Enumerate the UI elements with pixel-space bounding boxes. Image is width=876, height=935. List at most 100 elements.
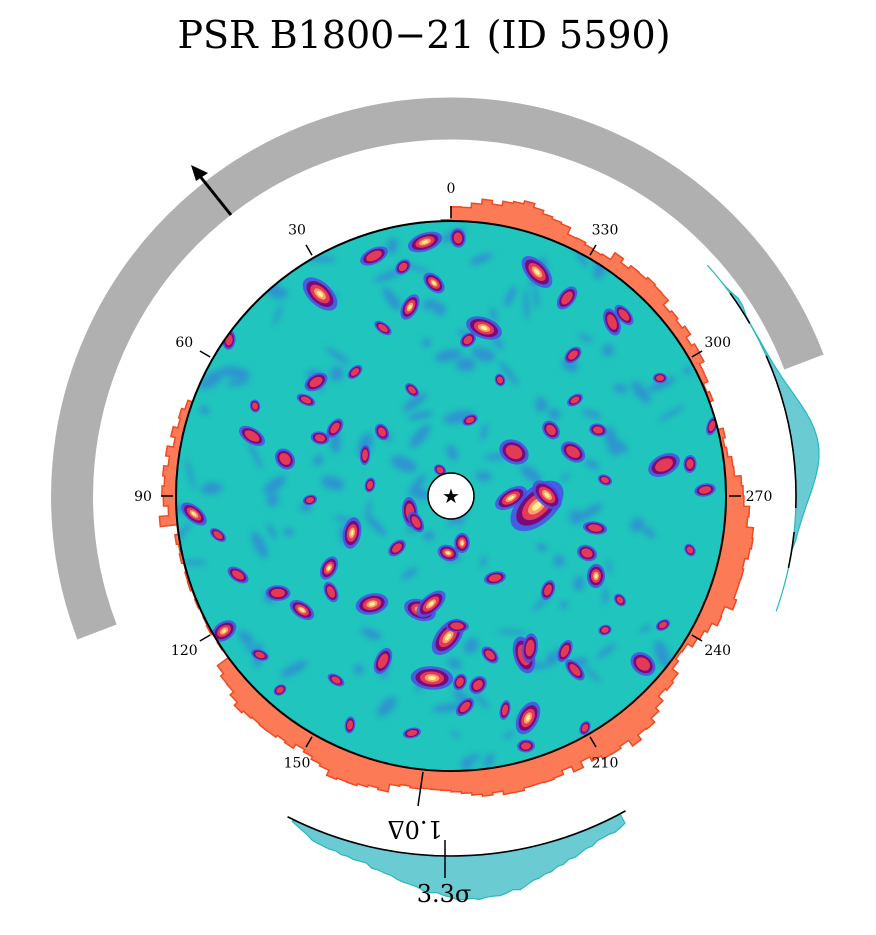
noise-blob bbox=[450, 731, 461, 739]
noise-blob bbox=[423, 531, 435, 541]
noise-blob bbox=[684, 366, 692, 375]
noise-blob bbox=[640, 624, 651, 633]
hotspot bbox=[495, 486, 527, 510]
noise-blob bbox=[365, 499, 372, 520]
noise-blob bbox=[471, 347, 496, 362]
hotspot bbox=[460, 332, 476, 348]
hotspot bbox=[355, 593, 389, 615]
noise-blob bbox=[408, 473, 426, 497]
hotspot bbox=[423, 272, 445, 294]
hotspot bbox=[466, 316, 502, 340]
hotspot bbox=[437, 544, 459, 562]
tick-mark bbox=[305, 736, 313, 748]
hotspot bbox=[557, 639, 573, 663]
tick-label: 330 bbox=[592, 222, 619, 238]
hotspot bbox=[597, 474, 613, 486]
noise-blob bbox=[248, 441, 263, 470]
hotspot bbox=[402, 727, 422, 739]
noise-blob bbox=[560, 600, 568, 610]
hotspot bbox=[586, 563, 606, 589]
hotspot bbox=[630, 652, 656, 676]
noise-blob bbox=[654, 640, 670, 668]
hotspot bbox=[433, 464, 447, 476]
noise-blob bbox=[251, 531, 268, 559]
noise-blob bbox=[238, 630, 254, 646]
noise-blob bbox=[401, 567, 418, 580]
hotspot bbox=[360, 246, 388, 266]
hotspot bbox=[589, 423, 607, 437]
noise-blob bbox=[503, 731, 514, 739]
tick-label: 270 bbox=[746, 489, 773, 505]
hotspot bbox=[567, 393, 583, 407]
noise-blob bbox=[220, 366, 251, 380]
noise-blob bbox=[377, 696, 397, 717]
noise-blob bbox=[266, 493, 280, 507]
noise-blob bbox=[658, 405, 685, 422]
hotspot bbox=[289, 599, 315, 621]
noise-blob bbox=[422, 338, 432, 347]
hotspot bbox=[499, 700, 511, 720]
noise-blob bbox=[280, 660, 308, 678]
hotspot bbox=[211, 620, 237, 642]
hotspot bbox=[560, 441, 586, 463]
noise-blob bbox=[476, 471, 492, 482]
hotspot bbox=[532, 480, 562, 510]
noise-blob bbox=[408, 411, 434, 420]
noise-blob bbox=[648, 376, 676, 392]
noise-blob bbox=[536, 543, 548, 552]
noise-blob bbox=[596, 643, 616, 659]
noise-blob bbox=[402, 393, 427, 412]
noise-blob bbox=[584, 459, 600, 470]
hotspot bbox=[469, 676, 487, 694]
hotspot bbox=[462, 414, 478, 426]
hotspot bbox=[483, 571, 507, 585]
noise-blob bbox=[581, 409, 602, 419]
noise-blob bbox=[577, 503, 603, 521]
tick-mark bbox=[589, 736, 597, 748]
delta-annotation: 1.0Δ bbox=[387, 771, 443, 843]
hotspot bbox=[302, 277, 338, 311]
noise-blob bbox=[499, 360, 519, 386]
noise-blob bbox=[473, 692, 490, 709]
hotspot bbox=[598, 624, 612, 636]
noise-blob bbox=[537, 396, 548, 411]
noise-blob bbox=[523, 288, 529, 320]
noise-blob bbox=[199, 370, 225, 390]
noise-blob bbox=[630, 517, 645, 533]
noise-blob bbox=[548, 408, 560, 421]
noise-blob bbox=[553, 555, 565, 567]
hotspot bbox=[453, 673, 467, 691]
noise-blob bbox=[200, 482, 223, 495]
hotspot bbox=[556, 286, 578, 310]
hotspot bbox=[684, 543, 696, 557]
noise-blob bbox=[283, 527, 294, 537]
noise-blob bbox=[607, 559, 612, 574]
noise-blob bbox=[448, 658, 462, 670]
noise-blob bbox=[504, 286, 516, 307]
hotspot bbox=[683, 455, 697, 473]
hotspot bbox=[310, 431, 330, 445]
hotspot bbox=[395, 259, 411, 275]
hotspot bbox=[296, 393, 316, 407]
hotspot bbox=[374, 320, 392, 336]
hotspot bbox=[323, 581, 339, 603]
tick-label: 30 bbox=[288, 222, 306, 238]
noise-blob bbox=[496, 629, 529, 635]
arc-band bbox=[51, 97, 824, 640]
hotspot bbox=[450, 228, 466, 248]
noise-blob bbox=[490, 307, 497, 322]
hotspot bbox=[274, 448, 296, 470]
noise-blob bbox=[461, 756, 473, 771]
hotspot bbox=[499, 439, 529, 465]
hotspot bbox=[364, 477, 376, 493]
chart-title: PSR B1800−21 (ID 5590) bbox=[177, 13, 670, 57]
tick-label: 240 bbox=[704, 643, 731, 659]
hotspot bbox=[655, 619, 671, 631]
hotspot bbox=[582, 521, 608, 535]
hotspot bbox=[577, 544, 597, 562]
noise-blob bbox=[520, 464, 542, 484]
hotspot bbox=[455, 697, 475, 717]
noise-blob bbox=[432, 702, 464, 713]
hotspot bbox=[542, 420, 560, 440]
